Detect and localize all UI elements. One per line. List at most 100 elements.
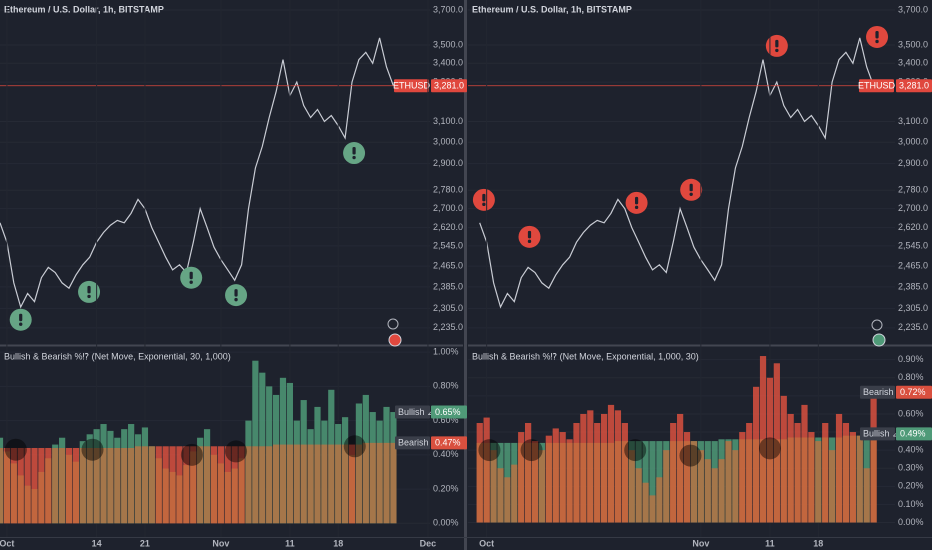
y-tick-label: 2,620.0 xyxy=(898,222,928,232)
bar xyxy=(497,468,504,523)
bar xyxy=(190,451,197,524)
bar xyxy=(525,442,532,523)
y-tick-label: 2,700.0 xyxy=(433,203,463,213)
signal-icon xyxy=(689,192,693,196)
signal-marker xyxy=(225,440,248,463)
signal-icon xyxy=(189,280,193,284)
bar xyxy=(348,454,356,524)
value-label: 0.47% xyxy=(435,438,461,448)
series-tag xyxy=(860,385,895,399)
bar xyxy=(690,441,698,523)
signal-icon xyxy=(482,202,486,207)
bar xyxy=(245,446,252,524)
symbol-label: ETHUSD xyxy=(393,81,431,91)
bar xyxy=(670,441,677,523)
bar xyxy=(476,442,483,523)
bar xyxy=(45,458,52,524)
x-tick-label: 21 xyxy=(140,538,150,548)
signal-marker xyxy=(520,439,543,462)
signal-icon xyxy=(527,230,532,239)
bar xyxy=(683,441,691,523)
x-tick-label: Dec xyxy=(420,538,437,548)
signal-icon xyxy=(352,155,356,160)
bar xyxy=(107,447,114,524)
bar xyxy=(86,447,93,524)
bar xyxy=(38,471,45,524)
y-tick-label: 0.60% xyxy=(433,415,459,425)
bar xyxy=(79,447,86,524)
signal-icon xyxy=(87,294,91,299)
bar xyxy=(538,450,546,523)
signal-icon xyxy=(775,48,779,53)
bar xyxy=(300,444,307,524)
bar xyxy=(697,450,704,523)
flag-button[interactable] xyxy=(388,333,402,347)
series-tag xyxy=(395,436,430,450)
bar xyxy=(0,447,4,524)
y-tick-label: 3,100.0 xyxy=(898,116,928,126)
bar xyxy=(17,475,24,524)
bar xyxy=(511,464,518,523)
y-tick-label: 2,700.0 xyxy=(898,203,928,213)
bar xyxy=(24,485,31,524)
y-tick-label: 2,385.0 xyxy=(433,281,463,291)
bar xyxy=(224,471,231,524)
bar xyxy=(314,444,321,524)
bar xyxy=(829,450,836,523)
signal-icon xyxy=(527,239,532,244)
y-tick-label: 0.20% xyxy=(433,483,459,493)
y-tick-label: 0.10% xyxy=(898,499,924,509)
bar xyxy=(134,446,142,524)
y-tick-label: 0.40% xyxy=(433,449,459,459)
series-name: Bearish ⊿ xyxy=(863,387,904,397)
bar xyxy=(376,442,383,524)
bar xyxy=(739,439,746,523)
signal-icon xyxy=(87,285,91,294)
value-tag xyxy=(896,385,932,399)
y-tick-label: 3,000.0 xyxy=(898,137,928,147)
signal-icon xyxy=(352,147,356,155)
zoom-button[interactable] xyxy=(387,318,399,330)
y-tick-label: 3,500.0 xyxy=(898,39,928,49)
y-tick-label: 3,000.0 xyxy=(433,137,463,147)
bar xyxy=(31,447,38,524)
y-tick-label: 0.80% xyxy=(898,372,924,382)
bar xyxy=(704,459,711,523)
signal-icon xyxy=(875,39,879,44)
bar xyxy=(808,437,815,523)
bar xyxy=(231,468,238,524)
y-tick-label: 2,385.0 xyxy=(898,281,928,291)
bar xyxy=(3,451,11,524)
symbol-tag xyxy=(859,79,894,93)
bar xyxy=(656,477,663,523)
bar xyxy=(10,463,17,524)
signal-icon xyxy=(189,271,193,280)
signal-icon xyxy=(634,205,639,210)
bar xyxy=(746,439,753,523)
bar xyxy=(621,441,628,523)
chart-tools[interactable] xyxy=(387,318,886,347)
bar xyxy=(286,444,293,524)
flag-button[interactable] xyxy=(872,333,886,347)
bar xyxy=(649,441,656,523)
y-tick-label: 2,305.0 xyxy=(898,303,928,313)
bar xyxy=(732,450,739,523)
bar xyxy=(341,444,349,524)
signal-marker xyxy=(180,443,203,466)
bar xyxy=(210,454,218,524)
bar xyxy=(490,450,497,523)
price-tag xyxy=(431,79,467,93)
bar xyxy=(252,446,259,524)
bar xyxy=(279,444,287,524)
y-tick-label: 2,620.0 xyxy=(433,222,463,232)
bar xyxy=(614,441,622,523)
bar xyxy=(642,441,649,523)
bar xyxy=(566,442,573,523)
value-label: 0.72% xyxy=(900,387,926,397)
zoom-button[interactable] xyxy=(871,319,883,331)
price-tag-label: 3,281.0 xyxy=(434,81,464,91)
bar xyxy=(128,447,135,524)
bar xyxy=(849,435,856,523)
